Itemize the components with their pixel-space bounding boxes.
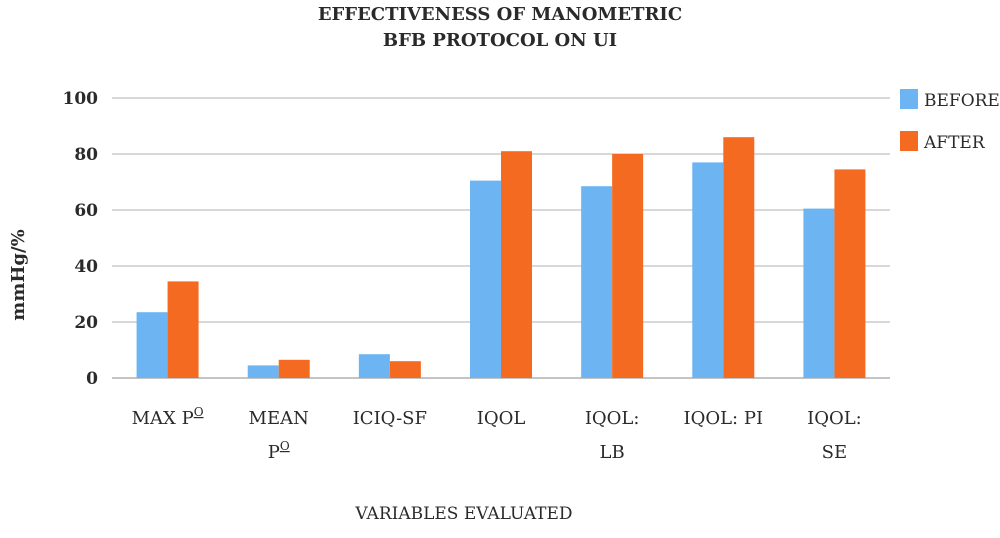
bars <box>136 137 866 378</box>
bar-after <box>612 154 644 378</box>
x-category-label: IQOL: <box>585 408 640 429</box>
bar-after <box>167 281 199 378</box>
y-tick-label: 20 <box>74 313 98 333</box>
y-axis-label: mmHg/% <box>8 229 29 320</box>
x-category-label: MAX PO <box>132 405 204 429</box>
x-category-label: PO <box>268 439 290 463</box>
y-tick-label: 40 <box>74 257 98 277</box>
x-category-label: LB <box>600 442 625 463</box>
x-category-label: ICIQ-SF <box>353 408 427 429</box>
y-tick-label: 60 <box>74 201 98 221</box>
x-category-label: IQOL: PI <box>683 408 763 429</box>
bar-after <box>723 137 755 378</box>
y-tick-label: 80 <box>74 145 98 165</box>
bar-before <box>358 354 390 378</box>
legend: BEFORE AFTER <box>900 89 1000 153</box>
bar-before <box>803 208 835 378</box>
x-category-label: IQOL: <box>807 408 862 429</box>
x-category-label: SE <box>822 442 847 463</box>
legend-label-before: BEFORE <box>924 91 1000 111</box>
x-category-label: MEAN <box>249 408 309 429</box>
y-axis-ticks: 0 20 40 60 80 100 <box>63 89 99 389</box>
bar-before <box>470 180 501 378</box>
legend-swatch-after <box>900 131 918 151</box>
chart-title-line-2: BFB PROTOCOL ON UI <box>383 30 617 51</box>
y-tick-label: 0 <box>86 369 98 389</box>
bar-before <box>136 312 168 378</box>
legend-label-after: AFTER <box>923 133 986 153</box>
bar-before <box>247 365 279 378</box>
x-category-label: IQOL <box>477 408 526 429</box>
bar-before <box>581 186 613 378</box>
bar-after <box>501 151 532 378</box>
legend-swatch-before <box>900 89 918 109</box>
y-tick-label: 100 <box>63 89 99 109</box>
bar-after <box>278 359 310 378</box>
x-axis-categories: MAX PO MEAN PO ICIQ-SF IQOL IQOL: LB IQOL: PI IQ… <box>132 405 862 463</box>
bar-after <box>389 361 421 378</box>
bar-before <box>692 162 724 378</box>
x-axis-label: VARIABLES EVALUATED <box>354 504 572 524</box>
chart-title-line-1: EFFECTIVENESS OF MANOMETRIC <box>318 4 682 25</box>
bar-after <box>834 169 866 378</box>
